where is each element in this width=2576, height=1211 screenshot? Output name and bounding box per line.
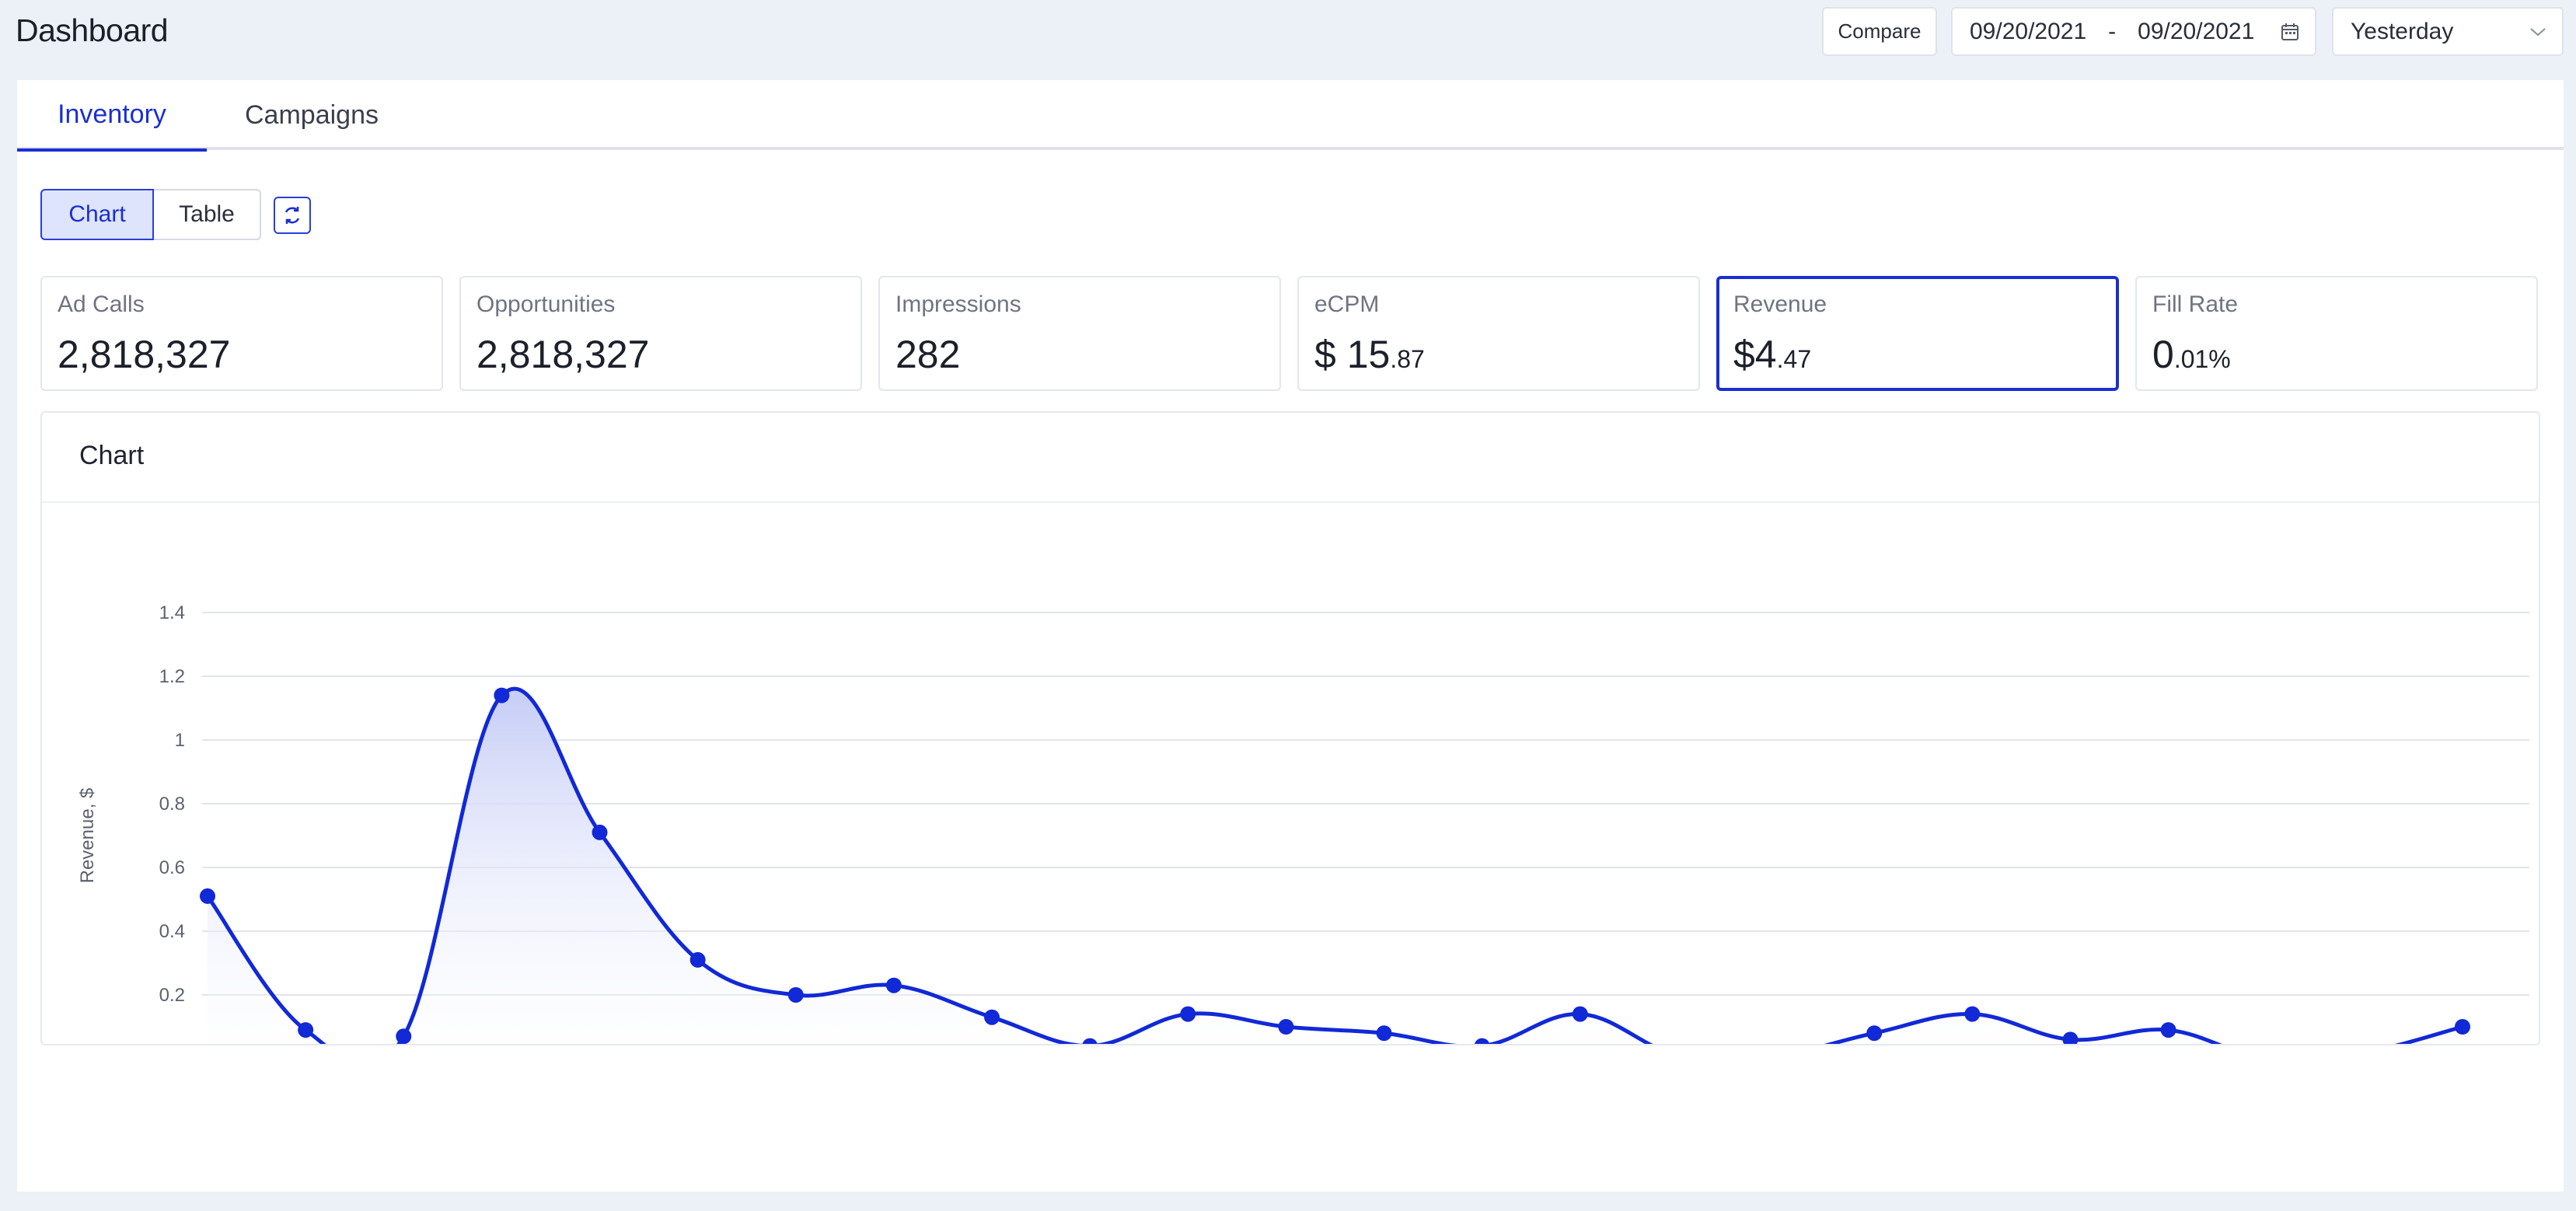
- metric-label: Impressions: [895, 291, 1021, 317]
- dashboard-panel: Inventory Campaigns Chart Table Ad Calls…: [17, 80, 2564, 1192]
- metric-label: Opportunities: [476, 291, 616, 317]
- data-point: [2062, 1031, 2079, 1044]
- metric-card-ecpm[interactable]: eCPM $ 15.87: [1297, 276, 1700, 391]
- top-bar: Dashboard Compare 09/20/2021 - 09/20/202…: [0, 0, 2576, 62]
- metric-value-main: 2,818,327: [476, 333, 650, 376]
- metric-card-ad-calls[interactable]: Ad Calls 2,818,327: [40, 276, 443, 391]
- date-to: 09/20/2021: [2138, 18, 2255, 44]
- y-tick-label: 0.2: [159, 985, 185, 1006]
- data-point: [1376, 1025, 1392, 1042]
- metric-card-opportunities[interactable]: Opportunities 2,818,327: [459, 276, 862, 391]
- metric-label: Revenue: [1733, 291, 1827, 317]
- data-point: [787, 987, 804, 1003]
- data-point: [1866, 1025, 1883, 1042]
- series-area: [208, 689, 2463, 1044]
- y-tick-label: 0.8: [159, 794, 185, 815]
- y-axis-label: Revenue, $: [77, 788, 98, 884]
- metric-value: 2,818,327: [476, 332, 649, 377]
- table-view-button[interactable]: Table: [154, 189, 261, 240]
- metric-cards: Ad Calls 2,818,327 Opportunities 2,818,3…: [40, 276, 2540, 393]
- data-point: [1180, 1006, 1196, 1022]
- metric-value-main: 2,818,327: [58, 333, 231, 376]
- chart-view-button[interactable]: Chart: [40, 189, 154, 240]
- tab-bar: Inventory Campaigns: [17, 80, 2564, 152]
- chart-card-header: Chart: [42, 413, 2539, 503]
- metric-value-main: 0: [2152, 333, 2174, 376]
- y-tick-label: 1: [175, 730, 185, 751]
- period-select[interactable]: Yesterday: [2332, 7, 2564, 56]
- y-tick-label: 1.2: [159, 666, 185, 687]
- compare-button[interactable]: Compare: [1822, 7, 1937, 56]
- refresh-button[interactable]: [274, 197, 311, 234]
- metric-value-fraction: .01%: [2173, 345, 2231, 373]
- chevron-down-icon: [2530, 28, 2546, 37]
- metric-value: 0.01%: [2152, 332, 2231, 377]
- data-point: [1964, 1006, 1981, 1022]
- metric-label: Ad Calls: [58, 291, 145, 317]
- view-toggle: Chart Table: [40, 189, 261, 240]
- metric-label: eCPM: [1314, 291, 1380, 317]
- date-separator: -: [2108, 18, 2117, 44]
- metric-value-fraction: .47: [1776, 345, 1812, 373]
- data-point: [1572, 1006, 1588, 1022]
- metric-value: 282: [895, 332, 960, 377]
- metric-card-impressions[interactable]: Impressions 282: [878, 276, 1281, 391]
- data-point: [200, 888, 215, 904]
- date-from: 09/20/2021: [1970, 18, 2087, 44]
- chart-card-title: Chart: [79, 441, 145, 470]
- data-point: [689, 951, 706, 968]
- y-tick-label: 1.4: [159, 602, 185, 623]
- metric-value: $4.47: [1733, 332, 1811, 377]
- metric-card-revenue[interactable]: Revenue $4.47: [1716, 276, 2119, 391]
- data-point: [1278, 1019, 1294, 1035]
- metric-label: Fill Rate: [2152, 291, 2239, 317]
- data-point: [494, 687, 510, 703]
- data-point: [984, 1009, 1000, 1025]
- metric-value-main: 282: [895, 333, 961, 376]
- metric-value-main: $4: [1733, 333, 1777, 376]
- metric-value: $ 15.87: [1314, 332, 1425, 377]
- data-point: [1475, 1038, 1490, 1044]
- metric-card-fill-rate[interactable]: Fill Rate 0.01%: [2135, 276, 2538, 391]
- y-tick-label: 0.4: [159, 921, 185, 942]
- data-point: [2160, 1022, 2176, 1038]
- tab-inventory[interactable]: Inventory: [17, 80, 207, 152]
- data-point: [2455, 1019, 2470, 1035]
- data-point: [396, 1028, 412, 1044]
- data-point: [298, 1022, 314, 1038]
- metric-value-fraction: .87: [1390, 345, 1425, 373]
- calendar-icon[interactable]: [2281, 23, 2299, 41]
- tab-campaigns[interactable]: Campaigns: [245, 99, 379, 130]
- refresh-icon: [284, 207, 300, 224]
- data-point: [592, 824, 608, 840]
- data-point: [1082, 1038, 1098, 1044]
- metric-value: 2,818,327: [58, 332, 230, 377]
- period-select-value: Yesterday: [2351, 18, 2454, 44]
- metric-value-main: $ 15: [1314, 333, 1391, 376]
- page-title: Dashboard: [16, 12, 169, 48]
- date-range-picker[interactable]: 09/20/2021 - 09/20/2021: [1951, 7, 2316, 56]
- y-tick-label: 0.6: [159, 857, 185, 878]
- data-point: [885, 977, 902, 993]
